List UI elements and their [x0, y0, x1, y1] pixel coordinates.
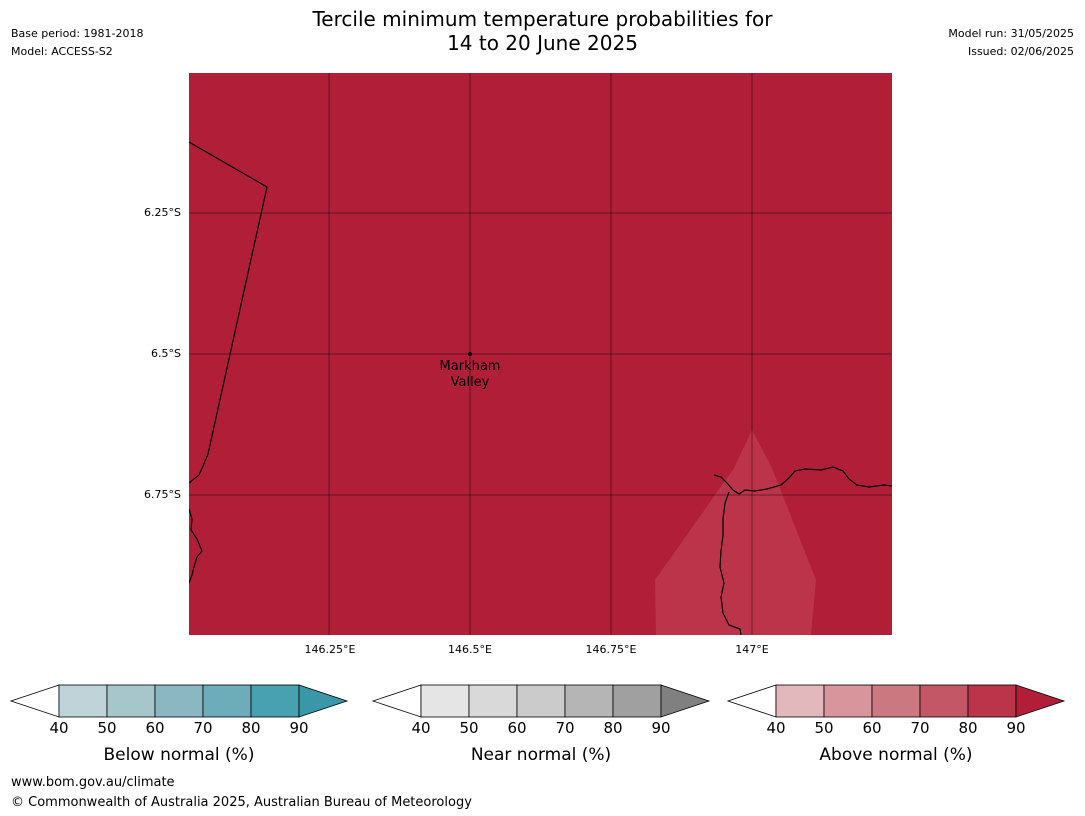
- colorbar-tick-label: 90: [1006, 719, 1026, 737]
- colorbar-segment: [420, 684, 470, 718]
- colorbar-segment: [468, 684, 518, 718]
- map-title: Tercile minimum temperature probabilitie…: [312, 7, 773, 55]
- colorbar-segment: [202, 684, 252, 718]
- issued-text: Issued: 02/06/2025: [967, 45, 1074, 58]
- colorbar-tick-label: 60: [507, 719, 527, 737]
- coastline-west: [189, 508, 203, 584]
- colorbar-tick-label: 70: [910, 719, 930, 737]
- colorbar-tick-label: 40: [411, 719, 431, 737]
- coastline-east: [713, 466, 892, 495]
- model-run-text: Model run: 31/05/2025: [948, 27, 1074, 40]
- lon-tick-146-25: 146.25°E: [304, 643, 356, 656]
- meta-left: Base period: 1981-2018 Model: ACCESS-S2: [11, 25, 143, 61]
- colorbar-arrow-high: [1015, 684, 1066, 718]
- river-line: [719, 491, 742, 635]
- colorbar-arrow-high: [298, 684, 349, 718]
- colorbar-segment: [775, 684, 825, 718]
- model-text: Model: ACCESS-S2: [11, 45, 113, 58]
- colorbar-tick-label: 90: [651, 719, 671, 737]
- point-marker: [468, 352, 472, 356]
- lat-tick-6-25: 6.25°S: [144, 206, 181, 219]
- footer-url: www.bom.gov.au/climate: [11, 775, 175, 790]
- colorbar-segment: [516, 684, 566, 718]
- colorbar-segment: [564, 684, 614, 718]
- colorbar-tick-label: 70: [555, 719, 575, 737]
- colorbar-arrow-low: [726, 684, 777, 718]
- colorbar-above-normal: [726, 684, 1066, 718]
- probability-map: [189, 73, 892, 635]
- colorbar-segment: [919, 684, 969, 718]
- colorbar-segment: [154, 684, 204, 718]
- lon-tick-146-75: 146.75°E: [585, 643, 637, 656]
- lat-tick-6-5: 6.5°S: [151, 347, 181, 360]
- colorbar-segment: [106, 684, 156, 718]
- colorbar-tick-label: 40: [49, 719, 69, 737]
- colorbar-label-below-normal: Below normal (%): [103, 745, 255, 765]
- border-line-west: [189, 141, 268, 484]
- colorbar-tick-label: 50: [459, 719, 479, 737]
- colorbar-tick-label: 80: [241, 719, 261, 737]
- colorbar-tick-label: 80: [958, 719, 978, 737]
- colorbar-segment: [823, 684, 873, 718]
- colorbar-tick-label: 70: [193, 719, 213, 737]
- colorbar-tick-label: 50: [814, 719, 834, 737]
- lon-tick-146-5: 146.5°E: [448, 643, 492, 656]
- footer-copyright: © Commonwealth of Australia 2025, Austra…: [11, 795, 472, 810]
- colorbar-segment: [612, 684, 662, 718]
- colorbar-label-near-normal: Near normal (%): [470, 745, 612, 765]
- colorbar-tick-label: 40: [766, 719, 786, 737]
- colorbar-label-above-normal: Above normal (%): [819, 745, 973, 765]
- lon-tick-147: 147°E: [735, 643, 769, 656]
- map-probability-overlay: [655, 430, 816, 635]
- colorbar-tick-label: 60: [862, 719, 882, 737]
- colorbar-segment: [967, 684, 1017, 718]
- colorbar-below-normal: [9, 684, 349, 718]
- colorbar-arrow-low: [9, 684, 60, 718]
- colorbar-tick-label: 60: [145, 719, 165, 737]
- map-boundaries: [189, 141, 892, 635]
- colorbar-segment: [250, 684, 300, 718]
- colorbar-tick-label: 80: [603, 719, 623, 737]
- colorbar-arrow-high: [660, 684, 711, 718]
- colorbar-segment: [58, 684, 108, 718]
- colorbar-arrow-low: [371, 684, 422, 718]
- colorbar-strip: [9, 684, 1066, 718]
- colorbar-near-normal: [371, 684, 711, 718]
- lat-tick-6-75: 6.75°S: [144, 488, 181, 501]
- colorbar-tick-label: 50: [97, 719, 117, 737]
- base-period-text: Base period: 1981-2018: [11, 27, 144, 40]
- meta-right: Model run: 31/05/2025 Issued: 02/06/2025: [948, 25, 1074, 61]
- map-gridlines: [189, 73, 892, 635]
- colorbar-segment: [871, 684, 921, 718]
- colorbar-tick-label: 90: [289, 719, 309, 737]
- place-label-markham-valley: Markham Valley: [439, 359, 501, 390]
